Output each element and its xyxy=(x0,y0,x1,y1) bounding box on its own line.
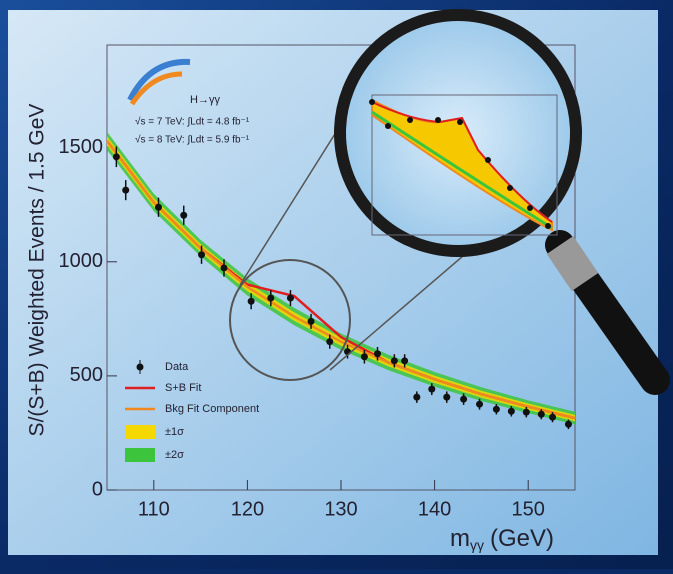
data-point xyxy=(508,408,515,415)
x-label-sub: γγ xyxy=(470,537,484,553)
data-point xyxy=(493,406,500,413)
x-label-unit: (GeV) xyxy=(490,525,554,552)
chart: S/(S+B) Weighted Events / 1.5 GeV mγγ (Ge… xyxy=(0,0,673,569)
data-point xyxy=(267,295,274,302)
annotation: √s = 7 TeV: ∫Ldt = 4.8 fb⁻¹ xyxy=(135,116,250,128)
data-point xyxy=(326,338,333,345)
x-tick-label: 140 xyxy=(418,498,451,520)
data-point xyxy=(248,298,255,305)
magnifier-neck xyxy=(560,245,585,282)
x-tick-label: 150 xyxy=(512,498,545,520)
annotation: H→γγ xyxy=(190,94,220,106)
y-tick-label: 1500 xyxy=(59,136,104,158)
data-point xyxy=(391,357,398,364)
legend-marker xyxy=(125,425,155,439)
y-tick-label: 500 xyxy=(70,364,103,386)
x-tick-label: 120 xyxy=(231,498,264,520)
data-point xyxy=(308,318,315,325)
data-point xyxy=(361,353,368,360)
annotation: √s = 8 TeV: ∫Ldt = 5.9 fb⁻¹ xyxy=(135,134,250,146)
data-point xyxy=(122,187,129,194)
y-axis-label: S/(S+B) Weighted Events / 1.5 GeV xyxy=(26,104,49,437)
x-tick-label: 130 xyxy=(324,498,357,520)
data-point xyxy=(155,204,162,211)
legend-label: ±2σ xyxy=(165,449,184,461)
data-point xyxy=(549,414,556,421)
legend-marker xyxy=(125,448,155,462)
data-point xyxy=(428,386,435,393)
data-point xyxy=(221,264,228,271)
x-axis-label: mγγ (GeV) xyxy=(450,525,554,552)
legend-label: Bkg Fit Component xyxy=(165,403,259,415)
data-point xyxy=(565,421,572,428)
data-point xyxy=(413,394,420,401)
data-point xyxy=(113,153,120,160)
legend-label: ±1σ xyxy=(165,426,184,438)
data-point xyxy=(476,401,483,408)
data-point xyxy=(538,411,545,418)
data-point xyxy=(401,357,408,364)
page: S/(S+B) Weighted Events / 1.5 GeV mγγ (Ge… xyxy=(0,0,673,574)
data-point xyxy=(523,409,530,416)
data-point xyxy=(374,350,381,357)
x-label-main: m xyxy=(450,525,470,552)
data-point xyxy=(180,212,187,219)
y-tick-label: 1000 xyxy=(59,250,104,272)
data-point xyxy=(198,251,205,258)
data-point xyxy=(287,295,294,302)
y-tick-label: 0 xyxy=(92,478,103,500)
x-tick-label: 110 xyxy=(138,498,170,520)
legend-label: S+B Fit xyxy=(165,382,201,394)
data-point xyxy=(443,394,450,401)
legend-label: Data xyxy=(165,361,189,373)
data-point xyxy=(460,396,467,403)
